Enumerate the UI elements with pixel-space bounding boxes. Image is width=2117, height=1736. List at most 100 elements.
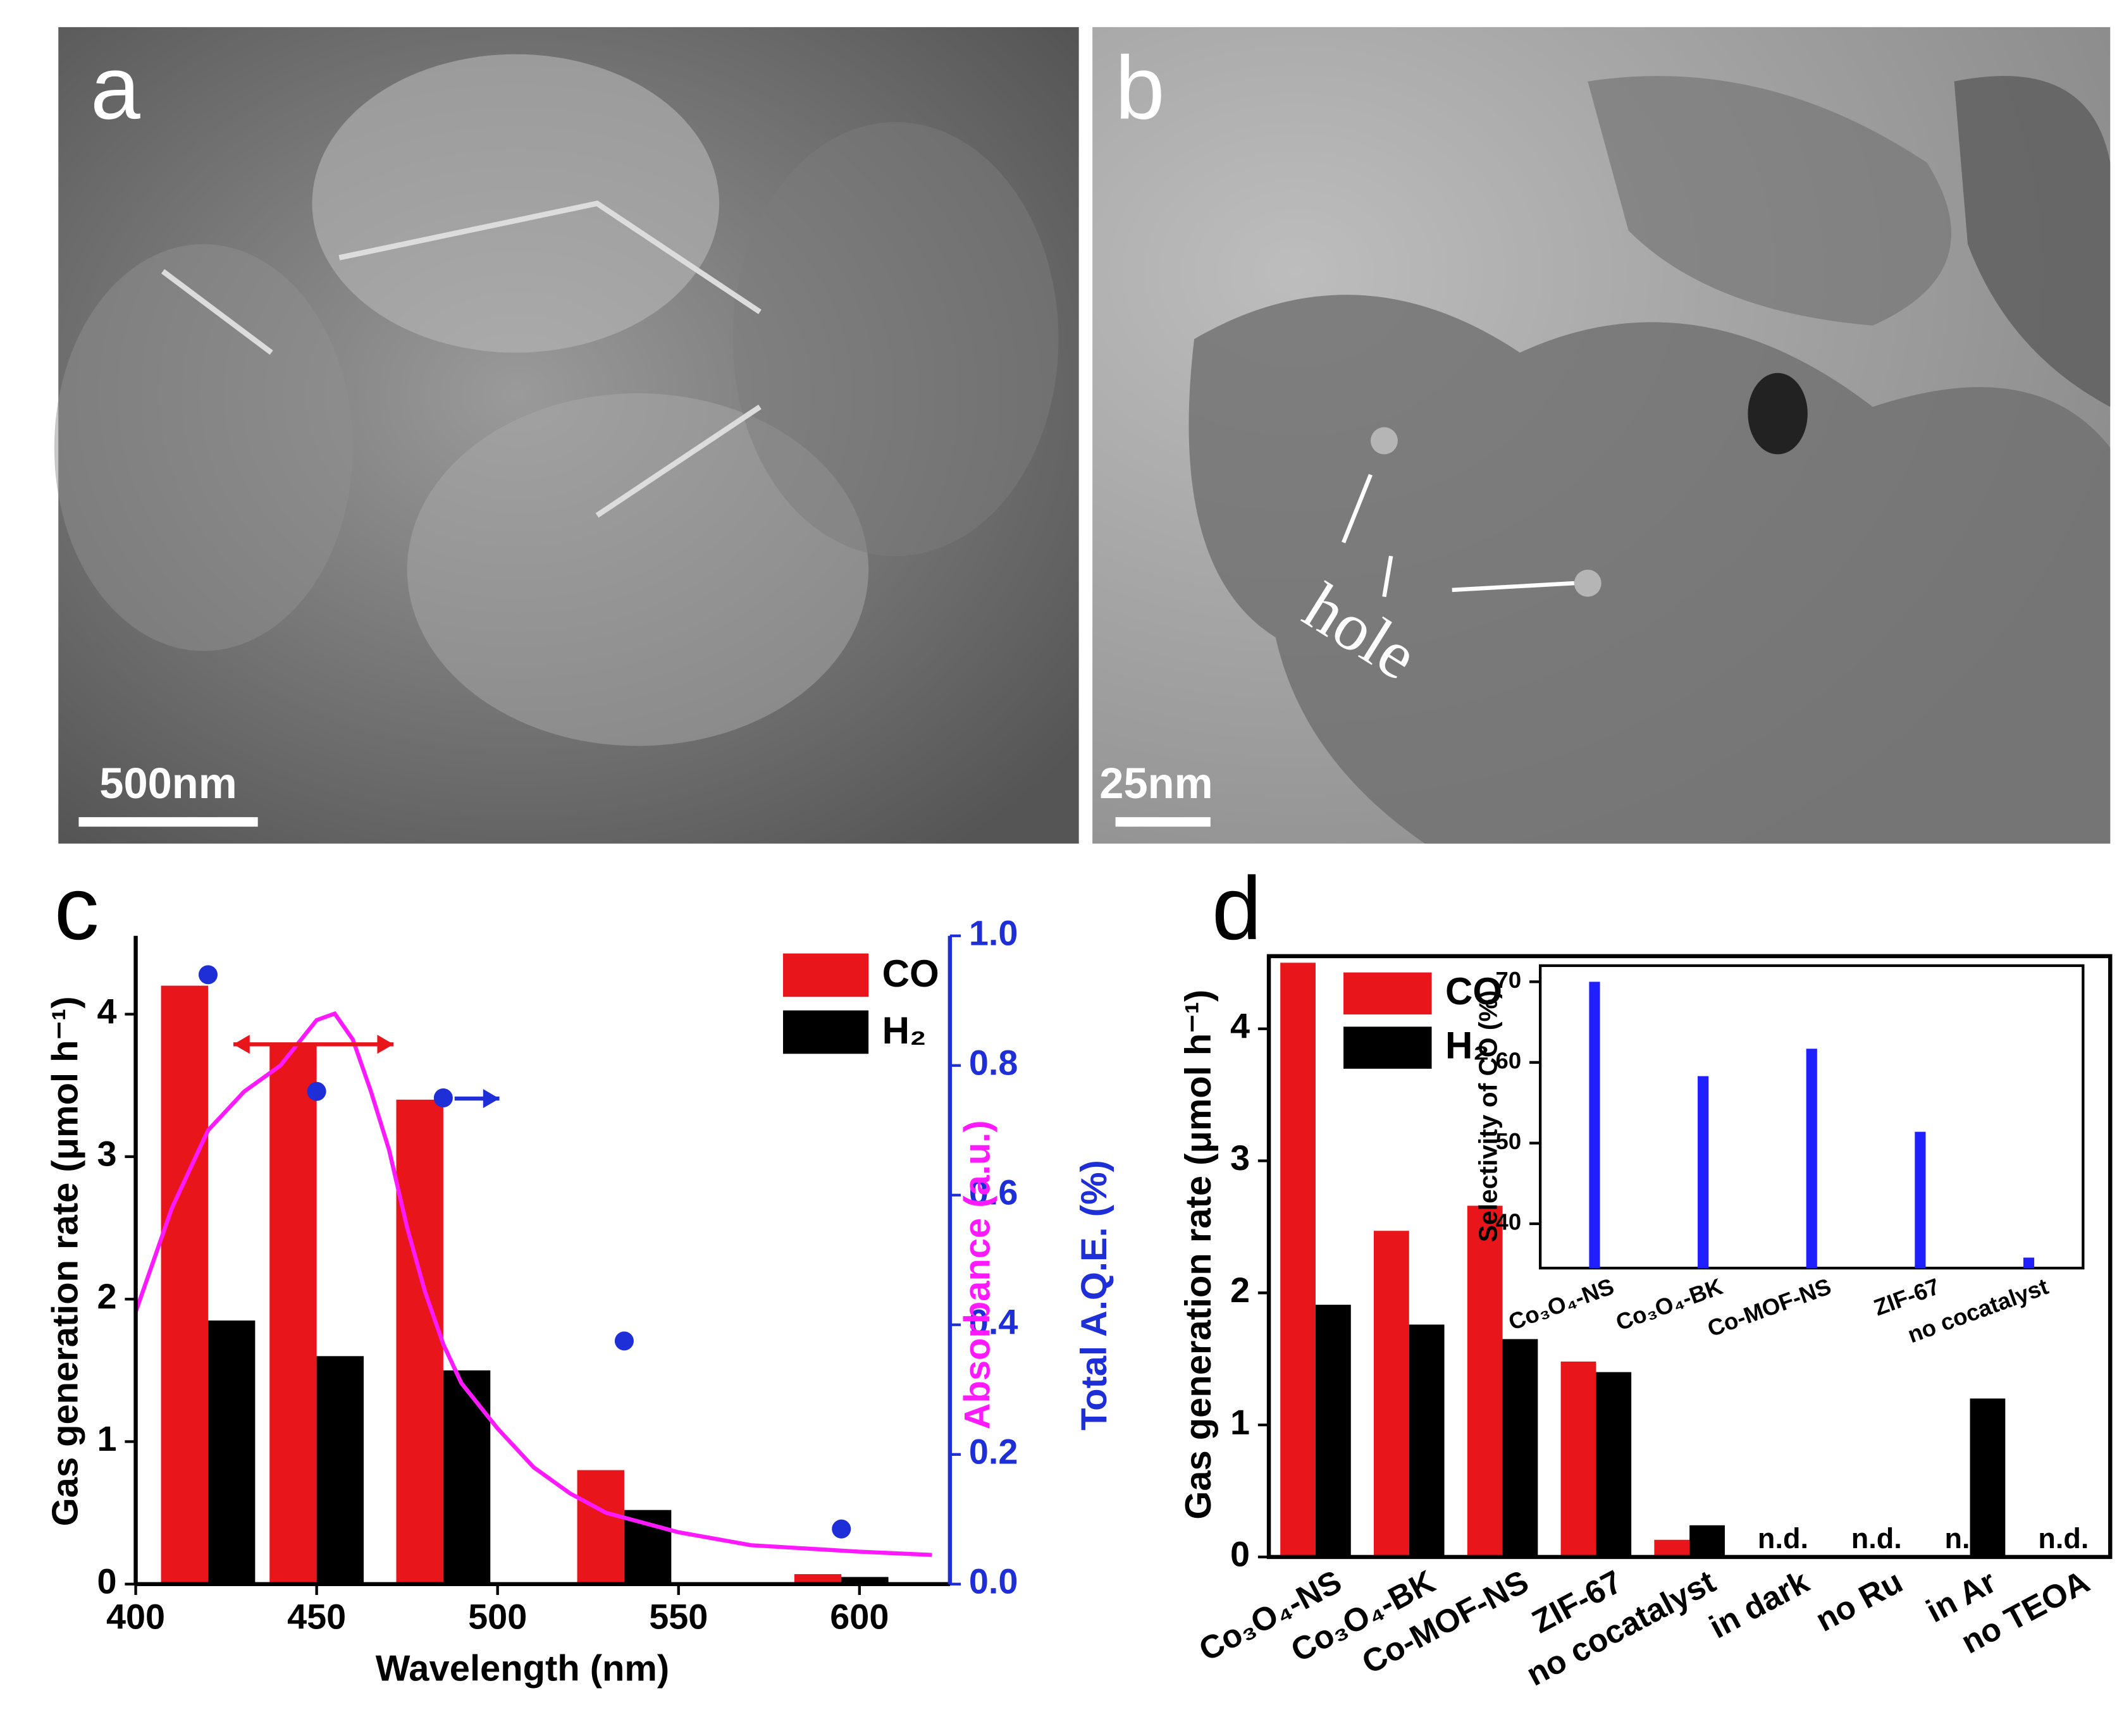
flake xyxy=(407,393,869,746)
bar xyxy=(1467,1205,1503,1557)
flake xyxy=(732,122,1059,557)
bar xyxy=(396,1099,443,1584)
arrow-head xyxy=(233,1035,250,1054)
bar xyxy=(1315,1305,1351,1557)
bar xyxy=(269,1042,317,1584)
y-axis-title: Selectivity of CO (%) xyxy=(1474,990,1503,1242)
y-tick-label: 4 xyxy=(1230,1006,1250,1045)
panel-label: a xyxy=(90,39,140,139)
bar xyxy=(1373,1231,1409,1557)
flake-edge xyxy=(161,200,762,518)
bar xyxy=(1806,1049,1817,1269)
y-tick-label: 4 xyxy=(97,992,116,1031)
y-tick-label: 0.2 xyxy=(969,1432,1018,1472)
y-tick-label: 1.0 xyxy=(969,913,1018,952)
bar xyxy=(577,1470,624,1584)
x-tick-label: 450 xyxy=(287,1597,346,1636)
legend-label: H₂ xyxy=(1445,1025,1490,1067)
hole xyxy=(1574,569,1602,597)
bar xyxy=(443,1370,491,1584)
bar xyxy=(1280,963,1316,1557)
aqe-point xyxy=(832,1519,851,1539)
sheet xyxy=(1954,76,2111,407)
note-label: n.d. xyxy=(1945,1522,1996,1554)
y-tick-label: 40 xyxy=(1496,1209,1522,1235)
panel-label: d xyxy=(1212,859,1262,959)
particle xyxy=(1748,372,1808,455)
y2-axis-title: Total A.Q.E. (%) xyxy=(1074,1160,1114,1431)
bar xyxy=(161,985,208,1584)
panel-label: c xyxy=(54,859,99,959)
legend-swatch xyxy=(782,953,869,997)
scale-bar-label: 25nm xyxy=(1099,759,1213,808)
legend-swatch xyxy=(1343,972,1432,1015)
bar xyxy=(1502,1339,1538,1557)
sheet xyxy=(1188,295,2111,844)
y-tick-label: 60 xyxy=(1496,1048,1522,1074)
flake xyxy=(312,54,720,353)
bar xyxy=(1596,1372,1632,1557)
bar xyxy=(1689,1525,1725,1557)
y-tick-label: 0.0 xyxy=(969,1562,1018,1601)
scale-bar-label: 500nm xyxy=(99,759,237,808)
arrow-head xyxy=(377,1035,394,1054)
y-tick-label: 2 xyxy=(97,1277,116,1316)
arrow-head xyxy=(483,1089,500,1109)
bar xyxy=(1409,1324,1445,1557)
y-axis-title: Gas generation rate (μmol h⁻¹) xyxy=(1178,990,1219,1520)
y-tick-label: 0 xyxy=(97,1562,116,1601)
bar xyxy=(1970,1398,2006,1557)
aqe-point xyxy=(198,965,218,985)
bar xyxy=(316,1356,364,1584)
y-tick-label: 70 xyxy=(1496,967,1522,993)
y-tick-label: 0.6 xyxy=(969,1173,1018,1212)
x-tick-label: 600 xyxy=(830,1597,889,1636)
y-tick-label: 1 xyxy=(97,1419,116,1458)
x-tick-label: 400 xyxy=(106,1597,165,1636)
legend-swatch xyxy=(1343,1026,1432,1069)
note-label: n.d. xyxy=(1851,1522,1902,1554)
bar xyxy=(1698,1076,1709,1269)
legend-label: CO xyxy=(882,952,939,995)
bar xyxy=(841,1577,889,1584)
note-label: n.d. xyxy=(1758,1522,1808,1554)
arrow xyxy=(1342,474,1574,598)
bar xyxy=(1560,1361,1596,1557)
bar xyxy=(2023,1257,2035,1269)
y-tick-label: 50 xyxy=(1496,1128,1522,1154)
y-tick-label: 3 xyxy=(97,1135,116,1174)
sem-image: 500nm a xyxy=(54,27,1079,844)
x-tick-label: 550 xyxy=(649,1597,708,1636)
legend-label: H₂ xyxy=(882,1009,927,1052)
legend-label: CO xyxy=(1445,970,1502,1013)
y-tick-label: 0.4 xyxy=(969,1303,1018,1342)
y-tick-label: 0.8 xyxy=(969,1043,1018,1082)
bar xyxy=(1915,1131,1926,1269)
hole xyxy=(1370,427,1398,455)
y-tick-label: 1 xyxy=(1230,1403,1250,1442)
aqe-point xyxy=(433,1088,453,1108)
bar xyxy=(207,1320,256,1584)
absorbance-line xyxy=(133,1011,932,1557)
tem-image: hole 25nm b xyxy=(1092,27,2111,844)
y-axis-title: Gas generation rate (μmol h⁻¹) xyxy=(46,996,86,1526)
flake xyxy=(54,244,353,651)
bar xyxy=(794,1574,842,1584)
bar xyxy=(1589,982,1600,1269)
aqe-point xyxy=(307,1081,326,1101)
sheet xyxy=(1588,76,1951,326)
note-label: n.d. xyxy=(2038,1522,2089,1554)
aqe-point xyxy=(614,1331,634,1351)
bar xyxy=(1654,1539,1690,1557)
plot-frame xyxy=(1266,954,2113,1560)
y-tick-label: 2 xyxy=(1230,1271,1250,1310)
y-tick-label: 0 xyxy=(1230,1535,1250,1574)
y-tick-label: 3 xyxy=(1230,1138,1250,1178)
x-tick-label: 500 xyxy=(468,1597,527,1636)
y2-axis-title: Absorbance (a.u.) xyxy=(957,1120,997,1429)
legend-swatch xyxy=(782,1010,869,1054)
x-axis-title: Wavelength (nm) xyxy=(376,1648,669,1689)
panel-label: b xyxy=(1115,39,1165,139)
